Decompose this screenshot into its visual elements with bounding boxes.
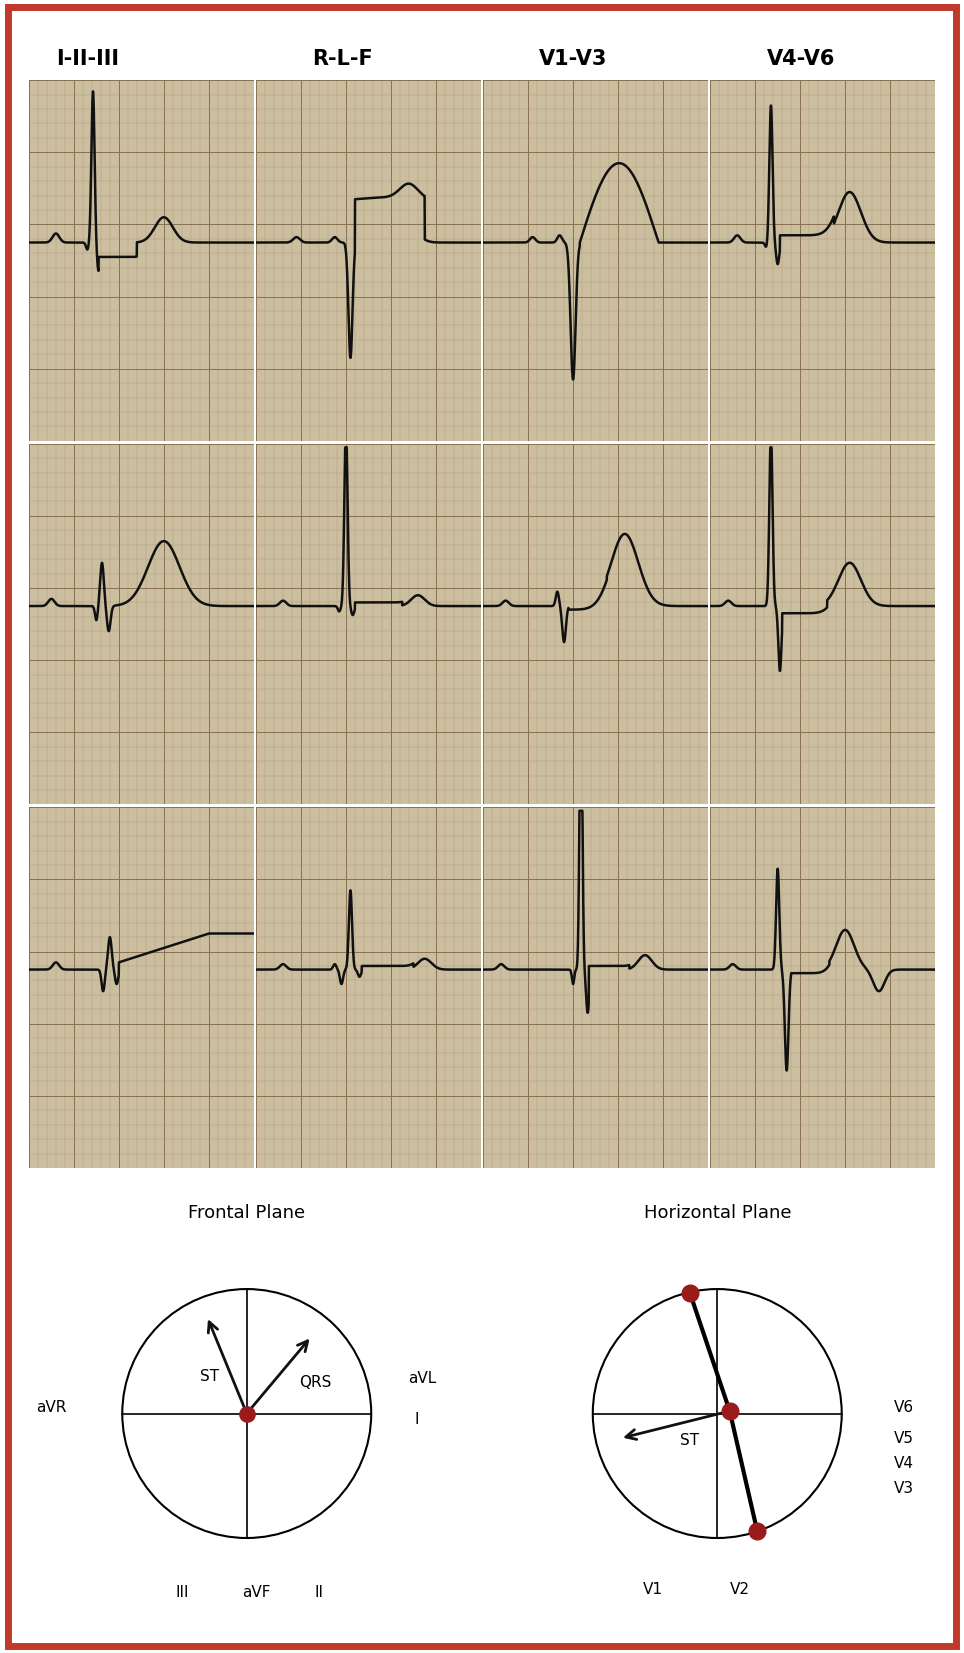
Text: ST: ST [681, 1433, 700, 1448]
Text: V5: V5 [894, 1431, 914, 1446]
Text: V6: V6 [894, 1400, 914, 1415]
Text: Frontal Plane: Frontal Plane [188, 1205, 306, 1223]
Text: I: I [415, 1412, 419, 1427]
Text: ST: ST [200, 1369, 219, 1384]
Text: V2: V2 [730, 1582, 750, 1597]
Text: II: II [314, 1585, 324, 1600]
Text: aVR: aVR [36, 1400, 67, 1415]
Text: QRS: QRS [299, 1375, 332, 1390]
Text: aVL: aVL [409, 1372, 437, 1387]
Text: V4-V6: V4-V6 [766, 50, 835, 69]
Text: R-L-F: R-L-F [312, 50, 373, 69]
Text: Horizontal Plane: Horizontal Plane [644, 1205, 791, 1223]
Text: V1: V1 [643, 1582, 662, 1597]
Text: V1-V3: V1-V3 [539, 50, 607, 69]
Text: aVF: aVF [243, 1585, 271, 1600]
Text: V4: V4 [894, 1456, 914, 1471]
Text: III: III [175, 1585, 189, 1600]
Text: V3: V3 [894, 1481, 914, 1496]
Text: I-II-III: I-II-III [56, 50, 119, 69]
